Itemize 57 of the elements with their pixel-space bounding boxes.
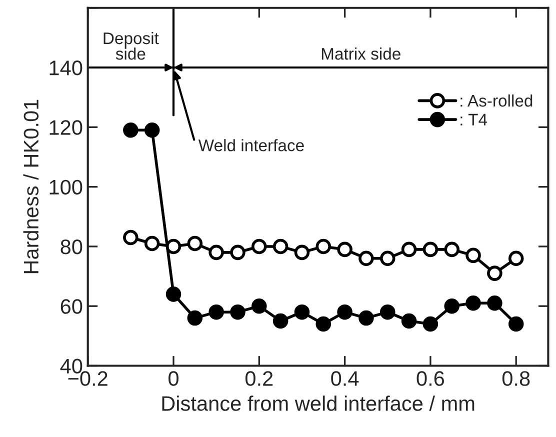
point: [187, 236, 203, 252]
point: [337, 304, 352, 320]
point: [252, 298, 267, 314]
point: [123, 122, 138, 138]
x-tick-label: 0: [168, 371, 178, 386]
point: [316, 238, 332, 254]
point: [466, 295, 481, 311]
point: [358, 250, 374, 266]
point: [401, 242, 417, 258]
annotation: Matrix side: [322, 48, 400, 60]
x-tick-label: 0.2: [245, 371, 273, 386]
x-axis-title: Distance from weld interface / mm: [162, 396, 474, 411]
x-tick-label: 0.6: [416, 371, 444, 386]
point: [230, 304, 246, 320]
point: [337, 242, 352, 258]
point: [294, 244, 310, 260]
point: [508, 250, 524, 266]
point: [444, 242, 460, 258]
point: [422, 242, 438, 258]
point: [422, 316, 438, 332]
y-tick-label: 100: [50, 180, 82, 195]
y-tick-label: 40: [60, 358, 82, 374]
point: [272, 238, 288, 254]
point: [123, 230, 138, 246]
point: [166, 286, 182, 302]
point: [144, 122, 160, 138]
point: [316, 316, 332, 332]
point: [208, 244, 224, 260]
annotation: Deposit side: [104, 32, 159, 60]
point: [252, 238, 267, 254]
point: [380, 304, 396, 320]
x-tick-label: 0.4: [331, 371, 359, 386]
y-tick-label: 140: [50, 60, 82, 76]
point: [487, 266, 502, 281]
point: [380, 250, 396, 266]
legend-label: : T4: [460, 114, 488, 126]
x-tick-label: −0.2: [68, 371, 108, 386]
legend-label: : As-rolled: [460, 94, 532, 107]
point: [294, 304, 310, 320]
ref-line-label: Weld interface: [198, 139, 304, 152]
point: [272, 313, 288, 329]
point: [208, 304, 224, 320]
point: [187, 310, 203, 326]
point: [230, 244, 246, 260]
point: [144, 236, 160, 252]
x-tick-label: 0.8: [502, 371, 530, 386]
y-tick-label: 60: [60, 299, 82, 314]
y-axis-title: Hardness / HK0.01: [23, 100, 39, 274]
point: [401, 313, 417, 329]
point: [487, 295, 502, 311]
point: [444, 298, 460, 314]
point: [466, 248, 481, 264]
y-tick-label: 120: [50, 120, 82, 135]
point: [166, 238, 182, 254]
point: [358, 310, 374, 326]
point: [508, 316, 524, 332]
y-tick-label: 80: [60, 239, 82, 254]
